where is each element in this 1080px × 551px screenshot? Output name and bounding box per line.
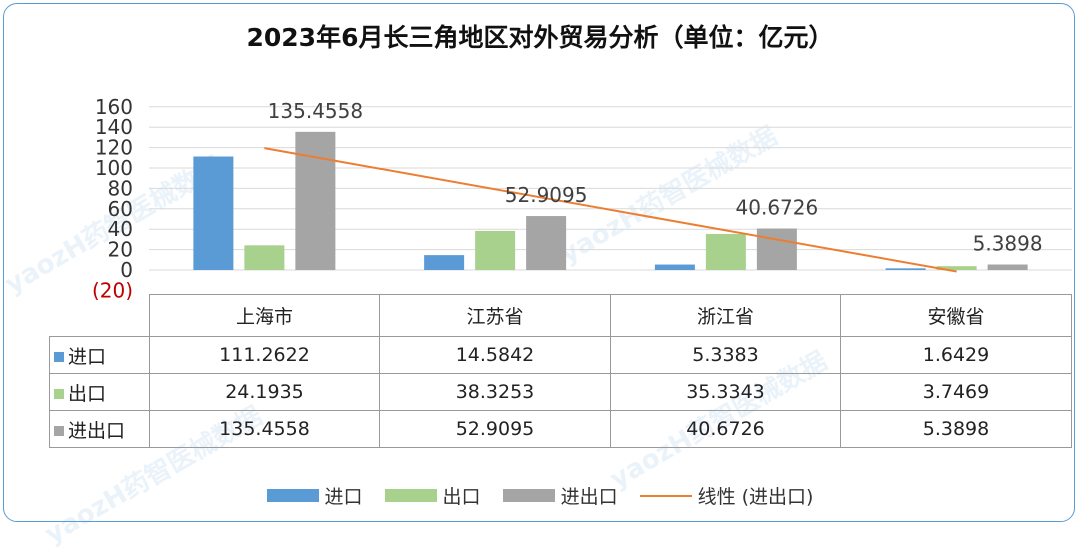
y-tick-label: 140 xyxy=(95,115,133,139)
legend-swatch xyxy=(384,489,437,502)
y-tick-label: 160 xyxy=(95,95,133,119)
table-corner xyxy=(49,294,150,337)
table-row: 进口 111.2622 14.5842 5.3383 1.6429 xyxy=(49,336,1072,374)
chart-legend: 进口 出口 进出口 线性 (进出口) xyxy=(0,482,1080,509)
series-swatch xyxy=(54,388,64,399)
table-cell: 52.9095 xyxy=(379,410,611,448)
category-header: 上海市 xyxy=(149,294,380,337)
table-cell: 14.5842 xyxy=(379,336,611,374)
legend-swatch xyxy=(266,489,319,502)
table-row: 进出口 135.4558 52.9095 40.6726 5.3898 xyxy=(49,410,1072,448)
bar-进出口-江苏省 xyxy=(526,216,567,270)
series-row-header: 进口 xyxy=(49,336,150,374)
bar-出口-安徽省 xyxy=(936,266,977,270)
chart-title: 2023年6月长三角地区对外贸易分析（单位：亿元） xyxy=(246,23,834,52)
data-label: 5.3898 xyxy=(973,232,1043,256)
legend-label: 出口 xyxy=(442,486,481,508)
legend-item: 出口 xyxy=(384,482,481,509)
y-tick-label: 120 xyxy=(95,136,133,160)
table-cell: 1.6429 xyxy=(840,336,1072,374)
table-cell: 3.7469 xyxy=(840,373,1072,411)
table-cell: 5.3383 xyxy=(610,336,841,374)
bar-出口-江苏省 xyxy=(475,230,516,270)
table-cell: 38.3253 xyxy=(379,373,611,411)
data-label: 40.6726 xyxy=(736,196,819,220)
bar-进出口-浙江省 xyxy=(756,228,797,270)
table-cell: 135.4558 xyxy=(149,410,380,448)
bar-进口-浙江省 xyxy=(654,264,695,270)
table-cell: 40.6726 xyxy=(610,410,841,448)
y-tick-label: 60 xyxy=(108,197,133,221)
series-row-header: 进出口 xyxy=(49,410,150,448)
category-header: 安徽省 xyxy=(840,294,1072,337)
bar-进口-上海市 xyxy=(193,156,234,270)
y-tick-label: 20 xyxy=(108,238,133,262)
category-header: 浙江省 xyxy=(610,294,841,337)
legend-item: 线性 (进出口) xyxy=(639,482,814,509)
legend-label: 进口 xyxy=(324,486,363,508)
y-tick-label: 0 xyxy=(120,258,133,282)
legend-swatch xyxy=(502,489,555,502)
series-swatch xyxy=(54,425,64,436)
y-tick-label: 80 xyxy=(108,176,133,200)
data-table: 上海市 江苏省 浙江省 安徽省 进口 111.2622 14.5842 5.33… xyxy=(49,294,1072,448)
bar-进出口-安徽省 xyxy=(987,264,1028,270)
series-row-header: 出口 xyxy=(49,373,150,411)
table-cell: 24.1935 xyxy=(149,373,380,411)
table-row: 出口 24.1935 38.3253 35.3343 3.7469 xyxy=(49,373,1072,411)
y-tick-label: 40 xyxy=(108,217,133,241)
bar-出口-浙江省 xyxy=(705,233,746,270)
bar-进口-安徽省 xyxy=(885,268,926,270)
legend-line xyxy=(639,494,692,497)
bar-出口-上海市 xyxy=(244,245,285,270)
legend-label: 进出口 xyxy=(560,486,618,508)
table-cell: 5.3898 xyxy=(840,410,1072,448)
trendline xyxy=(264,147,957,273)
table-cell: 111.2622 xyxy=(149,336,380,374)
category-header: 江苏省 xyxy=(379,294,611,337)
legend-item: 进口 xyxy=(266,482,363,509)
bar-进口-江苏省 xyxy=(424,255,465,270)
legend-item: 进出口 xyxy=(502,482,618,509)
table-cell: 35.3343 xyxy=(610,373,841,411)
y-tick-label: 100 xyxy=(95,156,133,180)
data-label: 52.9095 xyxy=(505,183,588,207)
data-label: 135.4558 xyxy=(268,99,363,123)
legend-label: 线性 (进出口) xyxy=(697,486,814,508)
series-swatch xyxy=(54,351,64,362)
chart-frame xyxy=(3,3,1075,522)
bar-进出口-上海市 xyxy=(295,131,336,270)
